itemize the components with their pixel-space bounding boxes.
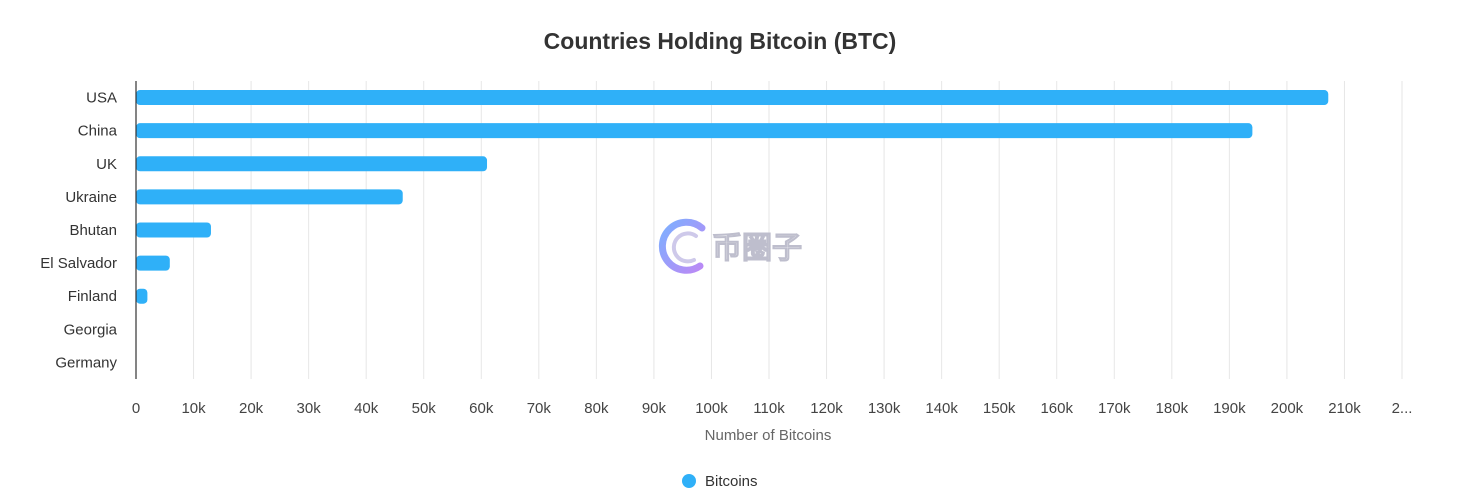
x-tick-label: 30k <box>297 400 322 417</box>
x-tick-label: 180k <box>1156 400 1189 417</box>
bar[interactable] <box>136 255 170 271</box>
legend[interactable]: Bitcoins <box>682 473 758 490</box>
x-tick-label: 150k <box>983 400 1016 417</box>
category-label: Ukraine <box>65 189 117 206</box>
legend-marker <box>682 474 696 488</box>
bar[interactable] <box>136 123 1253 139</box>
category-label: China <box>78 123 118 140</box>
x-tick-label: 60k <box>469 400 494 417</box>
x-tick-label: 40k <box>354 400 379 417</box>
x-tick-label: 160k <box>1040 400 1073 417</box>
x-tick-label: 2... <box>1392 400 1413 417</box>
watermark: 币圈子 <box>658 218 803 274</box>
category-label: USA <box>86 90 117 107</box>
x-tick-label: 200k <box>1271 400 1304 417</box>
x-tick-label: 140k <box>925 400 958 417</box>
x-tick-label: 70k <box>527 400 552 417</box>
x-tick-label: 50k <box>412 400 437 417</box>
category-label: Finland <box>68 288 117 305</box>
x-tick-labels: 0 10k 20k 30k 40k 50k 60k 70k 80k 90k 100k 110k 120k… <box>132 400 1413 417</box>
x-tick-label: 100k <box>695 400 728 417</box>
chart-title: Countries Holding Bitcoin (BTC) <box>544 28 897 54</box>
legend-label: Bitcoins <box>705 473 758 490</box>
category-label: El Salvador <box>40 255 117 272</box>
x-tick-label: 190k <box>1213 400 1246 417</box>
category-label: Germany <box>55 354 117 371</box>
category-labels: USA China UK Ukraine Bhutan El Salvador Finlan… <box>40 90 117 372</box>
x-tick-label: 110k <box>753 400 785 417</box>
category-label: Bhutan <box>69 222 117 239</box>
category-label: UK <box>96 156 117 173</box>
watermark-text: 币圈子 <box>712 232 802 265</box>
x-tick-label: 20k <box>239 400 264 417</box>
bars <box>136 90 1329 304</box>
bar[interactable] <box>136 90 1329 106</box>
x-tick-label: 80k <box>584 400 609 417</box>
x-tick-label: 130k <box>868 400 901 417</box>
x-tick-label: 170k <box>1098 400 1131 417</box>
bar[interactable] <box>136 288 148 304</box>
x-axis-title: Number of Bitcoins <box>705 427 832 444</box>
bar[interactable] <box>136 222 211 238</box>
bar[interactable] <box>136 189 403 205</box>
x-tick-label: 90k <box>642 400 667 417</box>
x-tick-label: 0 <box>132 400 140 417</box>
bar[interactable] <box>136 156 488 172</box>
x-tick-label: 210k <box>1328 400 1361 417</box>
category-label: Georgia <box>64 321 118 338</box>
x-tick-label: 120k <box>810 400 843 417</box>
x-tick-label: 10k <box>181 400 206 417</box>
bizhizi-logo-icon <box>658 218 706 274</box>
